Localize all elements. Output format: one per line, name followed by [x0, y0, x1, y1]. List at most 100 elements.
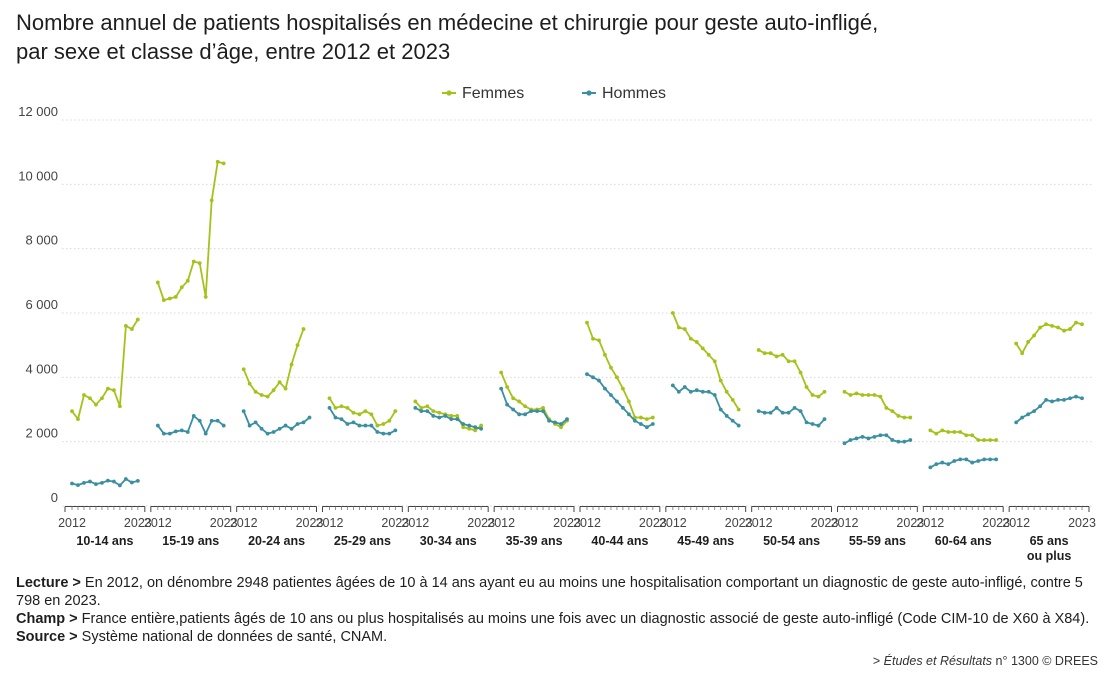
data-point-femmes: [123, 323, 128, 328]
data-point-femmes: [76, 417, 80, 422]
data-point-femmes: [928, 428, 933, 433]
data-point-femmes: [638, 415, 643, 420]
publication-credit: > Études et Résultats n° 1300 © DREES: [873, 654, 1098, 668]
data-point-femmes: [982, 438, 987, 442]
data-point-hommes: [327, 405, 332, 410]
data-point-femmes: [994, 438, 999, 442]
data-point-hommes: [333, 415, 338, 420]
note-champ-label: Champ >: [16, 611, 78, 627]
data-point-femmes: [327, 396, 332, 401]
data-point-femmes: [345, 405, 350, 410]
data-point-hommes: [964, 457, 969, 462]
note-source-label: Source >: [16, 629, 78, 645]
data-point-femmes: [964, 433, 969, 438]
data-point-hommes: [339, 417, 344, 422]
data-point-hommes: [638, 422, 643, 426]
data-point-hommes: [547, 418, 551, 423]
data-point-femmes: [810, 393, 815, 397]
data-point-hommes: [88, 479, 92, 484]
data-point-femmes: [155, 280, 160, 285]
legend-swatch-marker: [586, 90, 592, 96]
data-point-hommes: [946, 462, 951, 467]
data-point-hommes: [632, 418, 637, 423]
y-tick-label: 8 000: [25, 233, 58, 248]
data-point-hommes: [694, 388, 699, 393]
data-point-hommes: [351, 420, 356, 425]
data-point-hommes: [191, 414, 196, 418]
data-point-femmes: [1038, 325, 1043, 330]
data-point-femmes: [241, 367, 246, 372]
data-point-femmes: [621, 386, 625, 391]
x-tick-label: 2012: [573, 516, 601, 530]
data-point-hommes: [730, 418, 735, 423]
data-point-femmes: [191, 259, 196, 264]
data-point-femmes: [129, 327, 134, 331]
data-point-hommes: [970, 460, 975, 465]
data-point-femmes: [357, 412, 362, 417]
note-lecture-text: En 2012, on dénombre 2948 patientes âgée…: [16, 575, 1083, 609]
data-point-hommes: [155, 423, 160, 428]
series-line-hommes: [157, 414, 225, 435]
data-point-femmes: [221, 161, 226, 166]
data-point-femmes: [682, 327, 687, 331]
data-point-hommes: [842, 441, 847, 446]
data-point-hommes: [179, 428, 184, 433]
data-point-hommes: [934, 462, 939, 467]
panel-55-59-ans: 2012 2023 55-59 ans: [831, 389, 924, 548]
panel-10-14-ans: 2012 2023 10-14 ans: [58, 317, 152, 548]
data-point-hommes: [221, 423, 226, 428]
data-point-hommes: [1026, 412, 1031, 417]
data-point-hommes: [1014, 420, 1019, 425]
data-point-femmes: [209, 198, 214, 203]
data-point-hommes: [265, 431, 270, 436]
data-point-hommes: [615, 399, 619, 404]
data-point-femmes: [946, 430, 951, 434]
series-line-femmes: [242, 328, 305, 398]
data-point-hommes: [393, 428, 398, 433]
x-tick-label: 2023: [896, 516, 924, 530]
x-tick-label: 2012: [144, 516, 172, 530]
data-point-femmes: [301, 327, 306, 331]
data-point-hommes: [804, 420, 809, 425]
data-point-femmes: [774, 354, 779, 359]
data-point-femmes: [1026, 340, 1031, 344]
data-point-hommes: [76, 483, 80, 487]
data-point-femmes: [712, 359, 717, 364]
data-point-hommes: [682, 385, 687, 389]
data-point-femmes: [597, 338, 601, 343]
data-point-hommes: [529, 409, 533, 414]
note-lecture-label: Lecture >: [16, 575, 81, 591]
data-point-femmes: [591, 336, 595, 341]
data-point-femmes: [375, 423, 380, 428]
note-champ: Champ > France entière,patients âgés de …: [16, 610, 1106, 628]
series-line-hommes: [672, 384, 740, 427]
data-point-hommes: [111, 479, 116, 484]
panel-50-54-ans: 2012 2023 50-54 ans: [745, 348, 838, 548]
panel-45-49-ans: 2012 2023 45-49 ans: [659, 311, 753, 548]
data-point-hommes: [878, 433, 883, 438]
data-point-femmes: [247, 381, 252, 386]
data-point-femmes: [265, 394, 270, 399]
data-point-femmes: [351, 410, 356, 415]
data-point-hommes: [626, 412, 631, 417]
data-point-hommes: [786, 410, 791, 415]
data-point-femmes: [878, 394, 883, 399]
data-point-hommes: [810, 422, 815, 426]
data-point-femmes: [816, 394, 821, 399]
data-point-hommes: [357, 423, 362, 428]
data-point-femmes: [369, 412, 374, 417]
data-point-hommes: [958, 457, 963, 462]
data-point-femmes: [167, 296, 172, 301]
data-point-femmes: [650, 415, 655, 420]
data-point-femmes: [431, 409, 436, 414]
chart-title: Nombre annuel de patients hospitalisés e…: [16, 8, 1106, 66]
data-point-hommes: [872, 434, 877, 439]
data-point-femmes: [413, 399, 418, 404]
panel-60-64-ans: 2012 2023 60-64 ans: [916, 428, 1010, 548]
data-point-hommes: [724, 414, 729, 418]
x-tick-label: 2012: [230, 516, 258, 530]
series-line-hommes: [242, 410, 311, 435]
data-point-femmes: [804, 385, 809, 389]
data-point-femmes: [505, 385, 510, 389]
data-point-femmes: [940, 428, 945, 433]
